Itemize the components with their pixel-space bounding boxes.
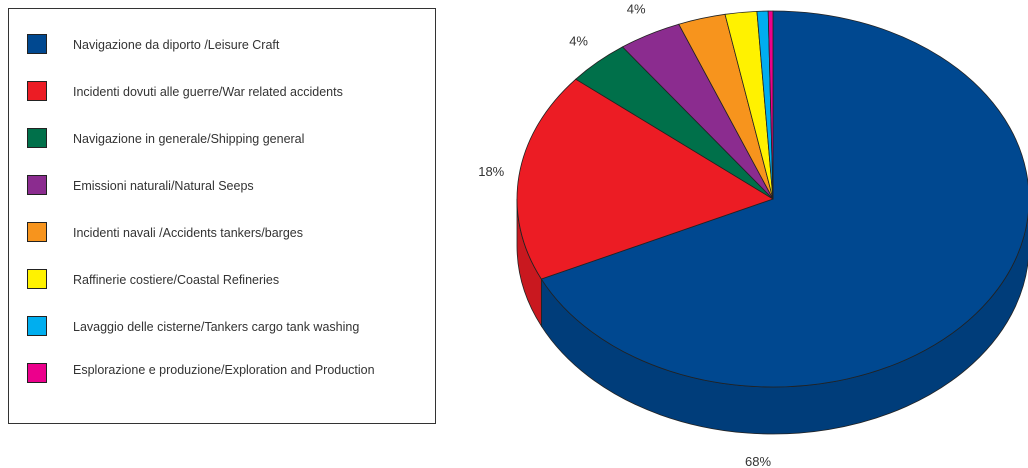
pie-label-navigazione-in-generale: 4% (569, 34, 588, 49)
legend-swatch (27, 34, 47, 54)
pie-label-emissioni-naturali: 4% (627, 2, 646, 17)
legend-item-coastal-refineries: Raffinerie costiere/Coastal Refineries (27, 264, 427, 304)
legend-item-leisure-craft: Navigazione da diporto /Leisure Craft (27, 29, 427, 69)
chart-legend: Navigazione da diporto /Leisure Craft In… (8, 8, 436, 424)
pie-top (516, 10, 1028, 388)
pie-label-navigazione-da-diporto: 68% (745, 454, 771, 468)
legend-swatch (27, 81, 47, 101)
legend-item-exploration-production: Esplorazione e produzione/Exploration an… (27, 358, 427, 398)
legend-swatch (27, 316, 47, 336)
legend-label: Lavaggio delle cisterne/Tankers cargo ta… (73, 320, 360, 334)
legend-label: Incidenti navali /Accidents tankers/barg… (73, 226, 303, 240)
pie-slice-navigazione-da-diporto (540, 10, 1028, 388)
legend-swatch (27, 175, 47, 195)
legend-label: Navigazione da diporto /Leisure Craft (73, 38, 280, 52)
pie-slice-esplorazione-e-produzione (767, 10, 774, 200)
pie-labels: 68%18%4%4%3%2%0,3% (478, 2, 771, 468)
legend-label: Raffinerie costiere/Coastal Refineries (73, 273, 280, 287)
legend-item-tank-washing: Lavaggio delle cisterne/Tankers cargo ta… (27, 311, 427, 351)
legend-swatch (27, 269, 47, 289)
legend-item-tanker-accidents: Incidenti navali /Accidents tankers/barg… (27, 217, 427, 257)
pie-label-incidenti-dovuti-alle-guerre: 18% (478, 164, 504, 179)
pie-slice-incidenti-dovuti-alle-guerre (516, 78, 774, 280)
legend-item-war-accidents: Incidenti dovuti alle guerre/War related… (27, 76, 427, 116)
legend-item-natural-seeps: Emissioni naturali/Natural Seeps (27, 170, 427, 210)
legend-label: Navigazione in generale/Shipping general (73, 132, 305, 146)
legend-label: Esplorazione e produzione/Exploration an… (73, 363, 375, 377)
legend-swatch (27, 128, 47, 148)
legend-swatch (27, 363, 47, 383)
legend-swatch (27, 222, 47, 242)
legend-label: Emissioni naturali/Natural Seeps (73, 179, 254, 193)
legend-item-shipping-general: Navigazione in generale/Shipping general (27, 123, 427, 163)
legend-label: Incidenti dovuti alle guerre/War related… (73, 85, 343, 99)
